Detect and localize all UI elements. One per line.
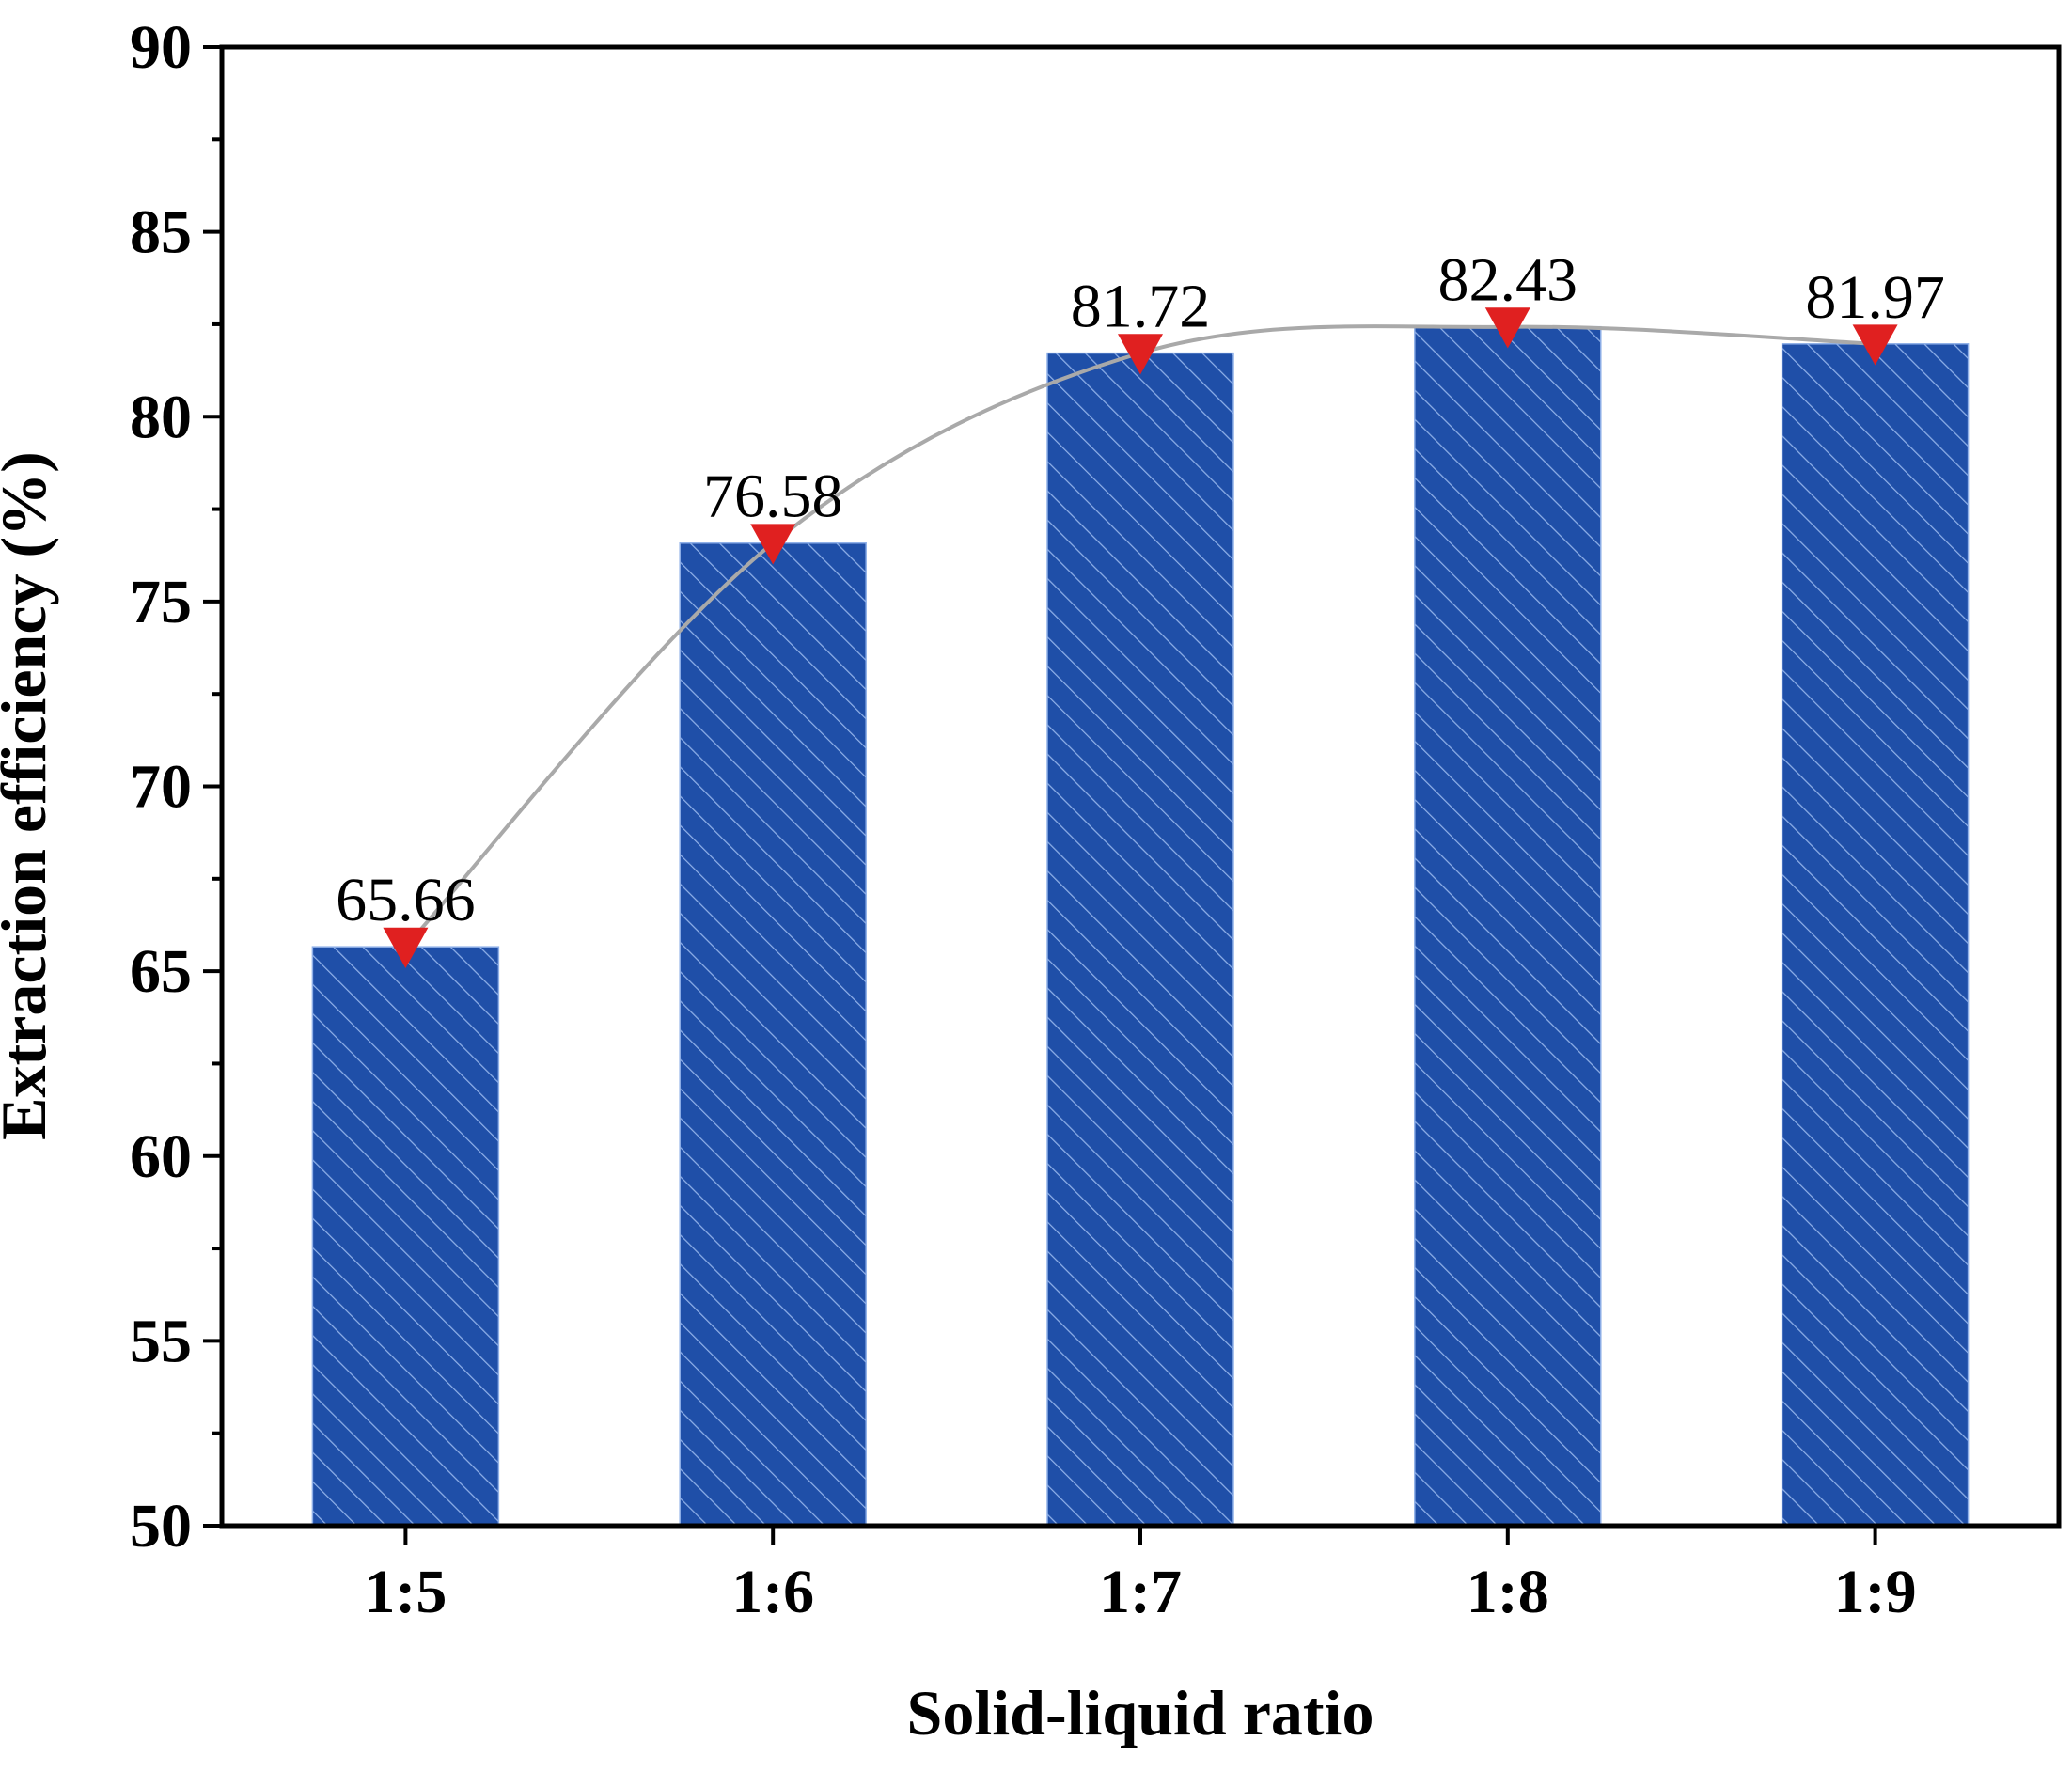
y-tick-label-65: 65 <box>130 937 192 1006</box>
marker-1:5 <box>383 927 429 968</box>
data-label-1:6: 76.58 <box>703 463 843 531</box>
bar-1:7 <box>1046 352 1234 1527</box>
y-tick-label-60: 60 <box>130 1122 192 1191</box>
marker-1:9 <box>1852 324 1898 366</box>
x-tick-label-1:5: 1:5 <box>364 1558 447 1626</box>
y-tick-label-80: 80 <box>130 383 192 451</box>
y-tick-label-55: 55 <box>130 1307 192 1375</box>
y-axis-title: Extraction efficiency (%) <box>0 451 59 1140</box>
x-tick-label-1:7: 1:7 <box>1099 1558 1182 1626</box>
bar-1:8 <box>1414 325 1602 1527</box>
x-axis-title: Solid-liquid ratio <box>907 1677 1374 1748</box>
y-tick-label-90: 90 <box>130 13 192 82</box>
data-label-1:7: 81.72 <box>1071 273 1211 341</box>
marker-1:8 <box>1484 307 1530 349</box>
x-tick-label-1:8: 1:8 <box>1467 1558 1549 1626</box>
y-tick-label-75: 75 <box>130 568 192 636</box>
data-label-1:9: 81.97 <box>1805 263 1945 332</box>
data-label-1:8: 82.43 <box>1438 246 1578 315</box>
bar-1:5 <box>311 946 500 1527</box>
bars <box>311 325 1970 1527</box>
trend-line-group <box>403 324 1876 949</box>
x-tick-label-1:6: 1:6 <box>731 1558 814 1626</box>
x-tick-label-1:9: 1:9 <box>1834 1558 1917 1626</box>
axes: 50 55 60 65 70 75 80 85 90 1:5 1:6 1:7 1:8 1:9 <box>130 13 1917 1626</box>
data-label-1:5: 65.66 <box>336 866 476 934</box>
y-tick-label-85: 85 <box>130 198 192 267</box>
y-tick-label-50: 50 <box>130 1492 192 1560</box>
markers <box>383 307 1898 968</box>
data-labels: 65.66 76.58 81.72 82.43 81.97 <box>336 246 1945 934</box>
bar-1:9 <box>1781 343 1970 1527</box>
marker-1:7 <box>1118 334 1163 375</box>
trend-line <box>403 324 1876 949</box>
marker-1:6 <box>750 524 796 565</box>
y-tick-label-70: 70 <box>130 753 192 822</box>
bar-1:6 <box>679 541 867 1527</box>
